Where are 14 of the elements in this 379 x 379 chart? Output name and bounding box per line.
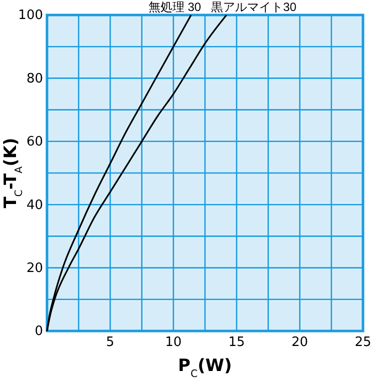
- series-label: 無処理 30: [148, 0, 202, 14]
- y-tick-label: 60: [26, 134, 43, 150]
- x-tick-label: 20: [292, 335, 308, 350]
- y-tick-label: 40: [26, 198, 43, 213]
- x-tick-label: 15: [228, 335, 245, 350]
- x-tick-label: 5: [106, 335, 114, 350]
- y-tick-label: 100: [18, 8, 43, 24]
- y-tick-label: 80: [26, 71, 43, 86]
- y-tick-label: 0: [34, 324, 43, 340]
- x-tick-label: 10: [165, 335, 182, 350]
- y-tick-label: 20: [26, 260, 43, 276]
- x-axis-title: P$_{C}$(W): [178, 356, 232, 379]
- series-label: 黒アルマイト30: [211, 0, 297, 14]
- x-tick-label: 25: [354, 335, 372, 350]
